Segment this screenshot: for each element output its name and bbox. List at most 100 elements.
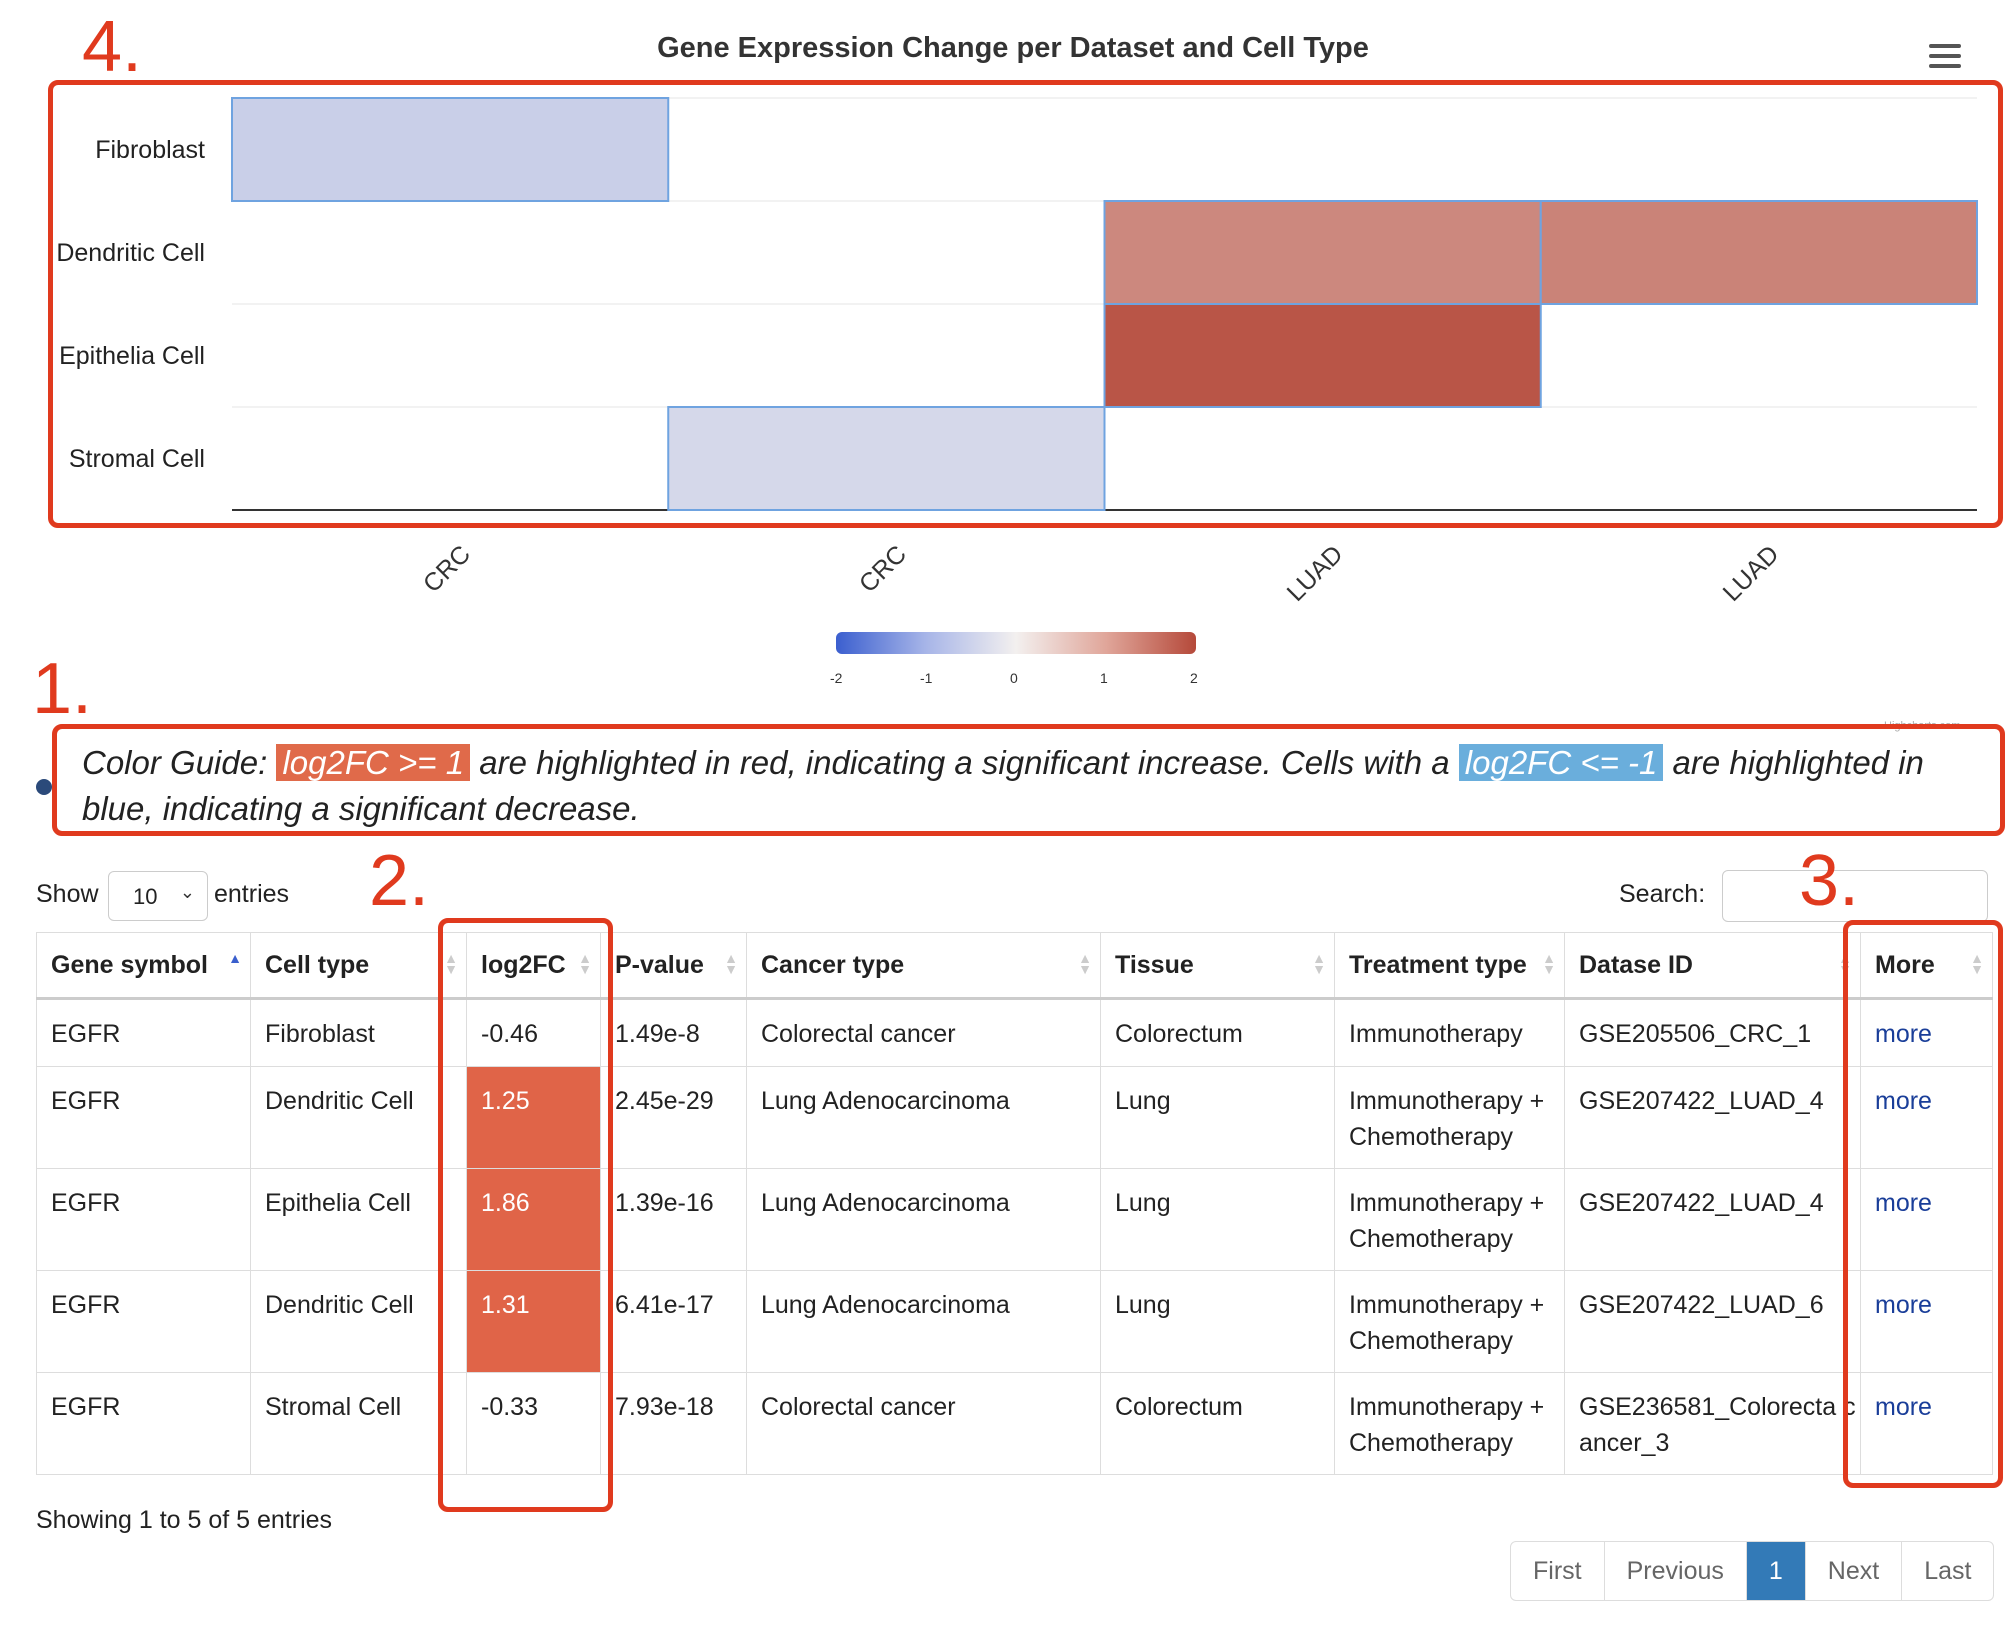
pagination-last[interactable]: Last [1924,1557,1972,1585]
guide-middle: are highlighted in red, indicating a sig… [470,744,1459,781]
table-cell: Colorectum [1100,1372,1335,1475]
cell-value: Colorectum [1115,1393,1243,1421]
cell-value: EGFR [51,1087,121,1115]
pagination-first[interactable]: First [1511,1542,1605,1600]
table-cell: Lung Adenocarcinoma [746,1168,1101,1271]
table-cell: Immunotherapy + Chemotherapy [1334,1372,1565,1475]
heatmap-cell[interactable] [667,406,1106,511]
pagination-previous[interactable]: Previous [1605,1542,1747,1600]
table-row: EGFR Stromal Cell -0.33 7.93e-18 Colorectal … [36,1372,1993,1475]
column-header-log2fc[interactable]: log2FC ▲ ▼ [466,932,601,1000]
cell-value: Colorectal cancer [761,1020,956,1048]
search-label: Search: [1619,880,1706,908]
table-cell: 1.39e-16 [600,1168,747,1271]
table-cell: 1.86 [466,1168,601,1271]
cell-value: 1.25 [481,1087,530,1115]
guide-suffix: are highlighted in blue, indicating a si… [82,744,1924,827]
annotation-box-2 [438,918,613,1512]
y-axis-label: Epithelia Cell [59,341,205,370]
sort-ascending-icon: ▲ [228,950,242,966]
column-header-label: Datase ID [1579,950,1693,979]
color-axis-tick-label: 2 [1190,670,1198,686]
results-table: Gene symbol ▲ Cell type ▲ ▼ log2FC ▲ ▼ P-value ▲ ▼… [36,932,1993,1475]
sort-icon: ▲ ▼ [1312,950,1326,977]
chart-title: Gene Expression Change per Dataset and C… [657,32,1369,64]
cell-value: Immunotherapy + Chemotherapy [1349,1087,1545,1151]
table-cell: Colorectum [1100,998,1335,1067]
sort-icon: ▲ ▼ [444,950,458,977]
table-cell: Lung [1100,1270,1335,1373]
heatmap-cell[interactable] [231,97,670,202]
entries-label: entries [214,880,290,908]
table-cell: -0.46 [466,998,601,1067]
column-header-label: Tissue [1115,950,1194,979]
cell-value: Colorectal cancer [761,1393,956,1421]
more-link[interactable]: more [1875,1020,1932,1048]
bullet-dot [36,779,52,795]
sort-icon: ▲ ▼ [578,950,592,977]
table-cell: more [1860,998,1993,1067]
cell-value: 6.41e-17 [615,1291,714,1319]
cell-value: Lung [1115,1189,1171,1217]
table-cell: Lung [1100,1066,1335,1169]
cell-value: GSE207422_LUAD_4 [1579,1087,1824,1115]
column-header-label: P-value [615,950,704,979]
more-link[interactable]: more [1875,1291,1932,1319]
y-axis-label: Dendritic Cell [56,238,205,267]
annotation-box-4 [48,80,2003,528]
annotation-label-4: 4. [82,7,143,87]
annotation-label-2: 2. [369,841,430,921]
table-cell: Colorectal cancer [746,1372,1101,1475]
column-header-datase-id[interactable]: Datase ID ▲ ▼ [1564,932,1861,1000]
annotation-label-1: 1. [32,649,93,729]
cell-value: Fibroblast [265,1020,375,1048]
table-cell: EGFR [36,1168,251,1271]
y-axis-labels: Fibroblast Dendritic Cell Epithelia Cell St… [0,0,205,520]
table-cell: Lung Adenocarcinoma [746,1270,1101,1373]
color-axis-bar [836,632,1196,654]
table-header-row: Gene symbol ▲ Cell type ▲ ▼ log2FC ▲ ▼ P-value ▲ ▼… [36,932,1993,1000]
column-header-cell-type[interactable]: Cell type ▲ ▼ [250,932,467,1000]
table-cell: more [1860,1066,1993,1169]
cell-value: Lung [1115,1087,1171,1115]
heatmap-cell[interactable] [1539,200,1978,305]
more-link[interactable]: more [1875,1087,1932,1115]
column-header-label: Gene symbol [51,950,208,979]
table-cell: EGFR [36,1372,251,1475]
table-cell: GSE207422_LUAD_4 [1564,1168,1861,1271]
pagination: First Previous 1 Next Last [1510,1541,1995,1601]
y-axis-label: Stromal Cell [68,444,205,473]
column-header-cancer-type[interactable]: Cancer type ▲ ▼ [746,932,1101,1000]
more-link[interactable]: more [1875,1189,1932,1217]
table-cell: 7.93e-18 [600,1372,747,1475]
table-row: EGFR Dendritic Cell 1.25 2.45e-29 Lung Adeno… [36,1066,1993,1169]
cell-value: Lung Adenocarcinoma [761,1189,1010,1217]
column-header-p-value[interactable]: P-value ▲ ▼ [600,932,747,1000]
cell-value: 7.93e-18 [615,1393,714,1421]
table-cell: Dendritic Cell [250,1066,467,1169]
cell-value: Stromal Cell [265,1393,402,1421]
column-header-gene-symbol[interactable]: Gene symbol ▲ [36,932,251,1000]
table-cell: Lung Adenocarcinoma [746,1066,1101,1169]
table-body: EGFR Fibroblast -0.46 1.49e-8 Colorectal can… [36,998,1993,1475]
pagination-next[interactable]: Next [1806,1542,1903,1600]
hamburger-menu-icon[interactable] [1929,44,1961,68]
column-header-tissue[interactable]: Tissue ▲ ▼ [1100,932,1335,1000]
column-header-treatment-type[interactable]: Treatment type ▲ ▼ [1334,932,1565,1000]
column-header-more[interactable]: More ▲ ▼ [1860,932,1993,1000]
search-input[interactable] [1722,870,1988,922]
table-cell: 1.25 [466,1066,601,1169]
column-header-label: Cancer type [761,950,905,979]
column-header-label: Cell type [265,950,370,979]
sort-icon: ▲ ▼ [1970,950,1984,977]
table-cell: 1.49e-8 [600,998,747,1067]
entries-select[interactable]: 10 ⌄ [108,871,208,921]
table-row: EGFR Fibroblast -0.46 1.49e-8 Colorectal can… [36,998,1993,1067]
heatmap-cell[interactable] [1103,303,1542,408]
pagination-page-1[interactable]: 1 [1746,1542,1806,1600]
table-cell: GSE207422_LUAD_4 [1564,1066,1861,1169]
table-cell: Lung [1100,1168,1335,1271]
cell-value: GSE207422_LUAD_4 [1579,1189,1824,1217]
more-link[interactable]: more [1875,1393,1932,1421]
table-cell: Immunotherapy + Chemotherapy [1334,1270,1565,1373]
